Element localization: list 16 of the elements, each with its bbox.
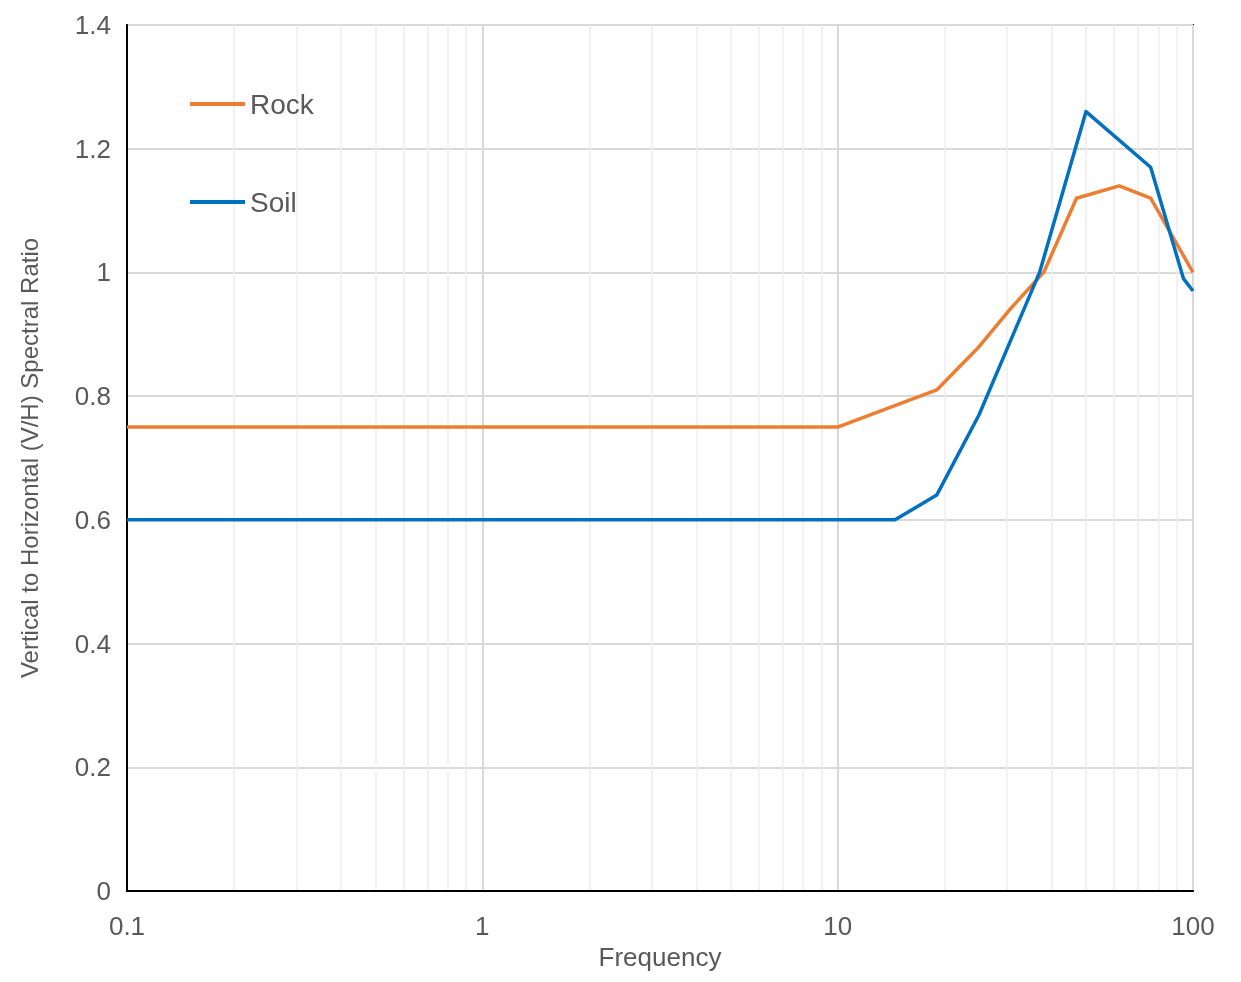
- y-tick-label: 0: [96, 876, 111, 906]
- y-axis-title: Vertical to Horizontal (V/H) Spectral Ratio: [15, 237, 43, 679]
- y-tick-label: 0.2: [74, 752, 111, 783]
- y-tick-label: 1.2: [74, 133, 111, 164]
- legend-label: Soil: [250, 186, 297, 218]
- x-tick-label: 100: [1171, 911, 1215, 941]
- y-tick-label: 1: [96, 257, 111, 288]
- x-tick-label: 0.1: [108, 911, 146, 941]
- x-tick-label: 10: [823, 911, 853, 941]
- y-tick-label: 1.4: [74, 10, 111, 40]
- x-tick-label: 1: [475, 911, 490, 941]
- y-tick-label: 0.6: [74, 504, 111, 535]
- legend-label: Rock: [250, 88, 315, 120]
- x-axis-title: Frequency: [598, 941, 722, 972]
- y-tick-label: 0.4: [74, 628, 111, 659]
- y-tick-label: 0.8: [74, 381, 111, 412]
